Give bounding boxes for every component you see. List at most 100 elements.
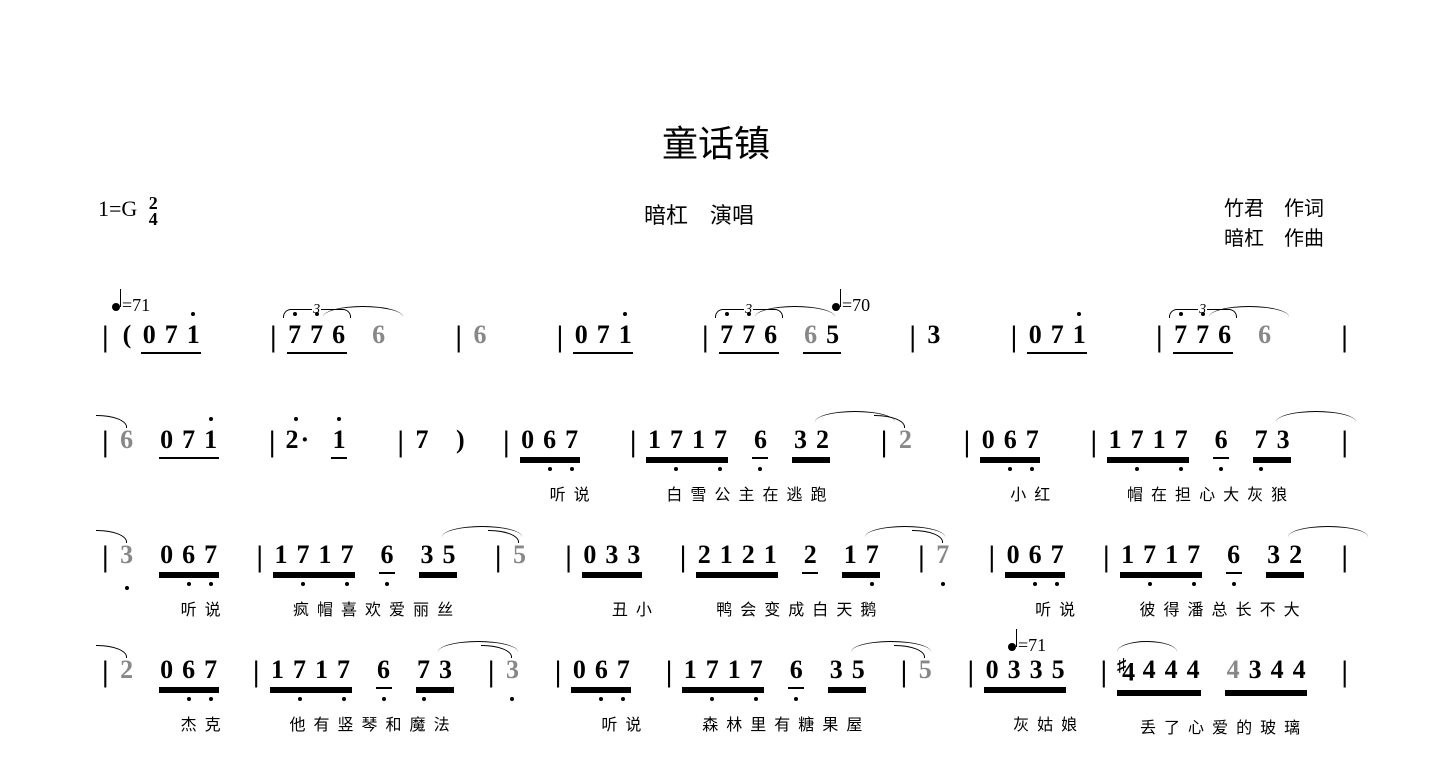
note: 1: [682, 655, 698, 685]
barline: |: [98, 657, 113, 687]
barline: |: [897, 657, 912, 687]
lyric: 小: [636, 596, 652, 620]
note-group: 033: [582, 540, 642, 574]
lyric: 长: [1236, 596, 1252, 620]
note: 7: [203, 540, 219, 570]
slur: [1117, 641, 1177, 652]
note-row: 2121217: [696, 540, 896, 574]
lyric-row: 帽在担心大灰狼: [1127, 481, 1287, 505]
barline: |: [491, 542, 506, 572]
lyric: 喜: [341, 596, 357, 620]
paren-close: ): [452, 425, 469, 455]
barline: |: [676, 542, 691, 572]
note: 2: [897, 425, 913, 455]
note: 2: [802, 540, 818, 570]
note-group: 2: [119, 655, 135, 689]
octave-dot-below: [570, 467, 574, 471]
measure: |1717632彼得潘总长不大: [1099, 540, 1320, 620]
time-signature: 2 4: [149, 195, 158, 227]
lyric-row: 听说: [133, 596, 221, 620]
notes-column: 2: [897, 425, 929, 455]
lyric: 心: [1188, 714, 1204, 738]
note: 6: [1257, 320, 1273, 354]
note-group: 3: [119, 540, 135, 574]
note: 1: [646, 425, 662, 455]
barline: |: [553, 322, 568, 352]
lyric: 担: [1175, 481, 1191, 505]
note: 7: [295, 540, 311, 570]
note-group: 6: [1213, 425, 1229, 459]
lyric: 璃: [1284, 714, 1300, 738]
lyric: 丽: [413, 596, 429, 620]
note-group: 1717: [270, 655, 352, 689]
barline: |: [964, 657, 979, 687]
measure: |067听说: [499, 425, 596, 505]
lyric: 他: [289, 711, 305, 735]
notes-column: 1717632白雪公主在逃跑: [646, 425, 846, 505]
lyric: 帽: [317, 596, 333, 620]
note: 2: [285, 425, 307, 459]
lyric: 潘: [1188, 596, 1204, 620]
staff-line: |6071|21|7)|067听说|1717632白雪公主在逃跑|2|067小红…: [98, 425, 1352, 505]
lyric: 彼: [1140, 596, 1156, 620]
lyric: 白: [812, 596, 828, 620]
note: 7: [1186, 540, 1202, 570]
notes-column: 1717632彼得潘总长不大: [1120, 540, 1320, 620]
octave-dot-below: [301, 582, 305, 586]
barline: |: [877, 427, 892, 457]
measure: |067小红: [960, 425, 1057, 505]
note: 7: [1195, 320, 1211, 350]
note-row: 067: [520, 425, 596, 459]
note-row: 071: [1027, 320, 1103, 354]
octave-dot-below: [298, 697, 302, 701]
note: 3: [626, 540, 642, 570]
note: 3: [1006, 655, 1022, 685]
lyric: 姑: [1037, 711, 1053, 735]
note-group: 067: [159, 655, 219, 689]
notes-column: 067听说: [1005, 540, 1081, 620]
note: 3: [926, 320, 942, 350]
note: 6: [181, 655, 197, 685]
note: ♯4: [1117, 655, 1135, 688]
lyric: [1011, 596, 1027, 620]
lyric: 在: [1151, 481, 1167, 505]
note: 3: [828, 655, 844, 685]
octave-dot-below: [382, 697, 386, 701]
note: 7: [704, 655, 720, 685]
note: 7: [741, 320, 757, 350]
barline: |: [960, 427, 975, 457]
lyric-row: 白雪公主在逃跑: [666, 481, 826, 505]
lyric: 总: [1212, 596, 1228, 620]
notes-column: 067听说: [571, 655, 647, 735]
octave-dot-below: [1055, 582, 1059, 586]
notes-column: 1717673帽在担心大灰狼: [1107, 425, 1307, 505]
note-row: 1717635: [682, 655, 882, 689]
note-group: 6: [376, 655, 392, 689]
note-group: 6: [752, 425, 768, 459]
measure: |033丑小: [561, 540, 658, 620]
note: 2: [119, 655, 135, 689]
note: 6: [331, 320, 347, 350]
octave-dot-above: [294, 417, 298, 421]
lyric: 天: [836, 596, 852, 620]
barline: |: [265, 427, 280, 457]
lyric: 红: [1034, 481, 1050, 505]
note: 7: [748, 655, 764, 685]
measure: |1717673他有竖琴和魔法: [249, 655, 470, 735]
note: 0: [571, 655, 587, 685]
octave-dot-below: [870, 582, 874, 586]
barline: |: [1337, 542, 1352, 572]
lyric-row: 彼得潘总长不大: [1140, 596, 1300, 620]
note: 0: [980, 425, 996, 455]
octave-dot-below: [1259, 467, 1263, 471]
note-row: 2: [897, 425, 929, 455]
note: 3: [604, 540, 620, 570]
notes-column: 7: [935, 540, 967, 570]
octave-dot-above: [209, 417, 213, 421]
note: 6: [1217, 320, 1233, 350]
note: 4: [1269, 655, 1285, 688]
note-group: 35: [828, 655, 866, 689]
notes-column: 6: [472, 320, 504, 350]
note: 3: [438, 655, 454, 685]
lyric: [133, 711, 149, 735]
